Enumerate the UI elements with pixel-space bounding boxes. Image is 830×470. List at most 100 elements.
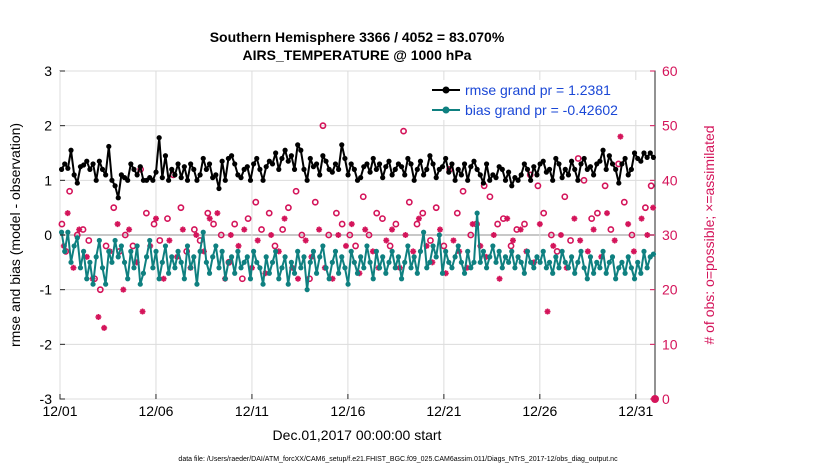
bias-point	[553, 254, 559, 260]
obs-assimilated-point	[630, 248, 637, 255]
bias-point	[74, 235, 80, 241]
rmse-point	[307, 155, 313, 162]
bias-point	[568, 254, 575, 260]
obs-assimilated-point	[383, 237, 390, 244]
bias-point	[169, 254, 175, 260]
rmse-point	[506, 169, 512, 175]
bias-point	[194, 281, 200, 287]
obs-possible-point	[252, 198, 260, 206]
obs-assimilated-point	[496, 275, 503, 282]
rmse-point	[417, 158, 424, 164]
rmse-point	[103, 172, 109, 178]
obs-possible-point	[547, 231, 555, 239]
x-tick-label: 12/11	[235, 403, 269, 419]
obs-possible-point	[540, 209, 548, 217]
bias-point	[84, 276, 90, 282]
obs-possible-point	[258, 226, 265, 233]
bias-point	[159, 259, 165, 265]
rmse-point	[273, 150, 279, 156]
rmse-point	[99, 166, 106, 172]
rmse-point	[332, 161, 339, 167]
obs-assimilated-point	[268, 232, 275, 238]
obs-assimilated-point	[509, 237, 516, 244]
bias-point	[112, 237, 118, 244]
bias-point	[427, 259, 433, 265]
obs-assimilated-point	[442, 270, 449, 277]
bias-point	[578, 248, 584, 254]
obs-assimilated-point	[450, 237, 457, 244]
bias-point	[483, 265, 490, 271]
y-right-tick-label: 40	[662, 172, 678, 188]
bias-point	[65, 229, 71, 235]
bias-point	[162, 243, 169, 249]
rmse-point	[166, 177, 172, 183]
obs-assimilated-point	[235, 242, 242, 249]
obs-possible-point	[231, 220, 239, 228]
bias-point	[348, 248, 354, 254]
bias-point	[58, 229, 65, 235]
rmse-point	[172, 172, 178, 178]
obs-possible-point	[85, 237, 93, 244]
bias-point	[118, 243, 124, 249]
y-right-tick-label: 50	[662, 118, 678, 134]
obs-possible-point	[400, 127, 407, 135]
obs-assimilated-point	[206, 215, 213, 222]
obs-possible-point	[156, 237, 164, 244]
bias-point	[326, 276, 332, 282]
rmse-point	[87, 166, 93, 172]
bias-point	[251, 248, 257, 254]
rmse-point	[260, 177, 266, 183]
rmse-point	[443, 155, 449, 162]
bias-point	[591, 270, 597, 276]
rmse-point	[298, 147, 304, 153]
rmse-point	[351, 166, 357, 172]
rmse-point	[90, 161, 96, 167]
bias-point	[556, 265, 562, 271]
obs-possible-point	[325, 231, 333, 239]
bias-point	[499, 265, 505, 271]
rmse-point	[247, 177, 254, 183]
rmse-point	[109, 177, 115, 183]
bias-point	[339, 254, 345, 260]
x-tick-label: 12/16	[330, 403, 365, 419]
obs-assimilated-point	[64, 210, 71, 217]
rmse-point	[531, 164, 537, 170]
bias-point	[232, 270, 238, 276]
bias-point	[329, 259, 335, 265]
rmse-point	[238, 175, 244, 181]
bias-point	[493, 259, 499, 265]
bias-point	[367, 259, 373, 265]
obs-possible-point	[352, 242, 359, 250]
obs-possible-point	[66, 187, 73, 195]
rmse-point	[625, 172, 631, 178]
rmse-point	[153, 169, 159, 175]
rmse-point	[251, 161, 257, 167]
rmse-point	[178, 175, 184, 181]
bias-point	[247, 276, 254, 282]
bias-point	[376, 265, 383, 271]
bias-point	[197, 248, 203, 254]
rmse-point	[81, 162, 87, 168]
rmse-point	[474, 166, 480, 172]
rmse-point	[364, 161, 370, 167]
bias-point	[77, 265, 84, 271]
bias-point	[178, 259, 184, 265]
rmse-point	[540, 158, 546, 164]
gridlines	[59, 70, 655, 400]
obs-assimilated-point	[402, 232, 409, 238]
bias-point	[103, 281, 109, 287]
rmse-point	[591, 172, 597, 178]
rmse-point	[376, 161, 383, 167]
obs-assimilated-point	[369, 248, 376, 255]
bias-point	[336, 270, 342, 276]
rmse-point	[578, 161, 584, 167]
bias-point	[354, 270, 361, 276]
rmse-point	[191, 166, 197, 172]
obs-assimilated-point	[415, 215, 422, 222]
bias-point	[565, 265, 572, 271]
obs-possible-point	[204, 209, 212, 217]
x-axis-ticks: 12/01 12/06 12/11 12/16 12/21 12/26 12/31	[42, 394, 654, 419]
obs-possible-point	[238, 275, 246, 283]
obs-possible-point	[292, 187, 300, 195]
bias-point	[106, 248, 112, 254]
